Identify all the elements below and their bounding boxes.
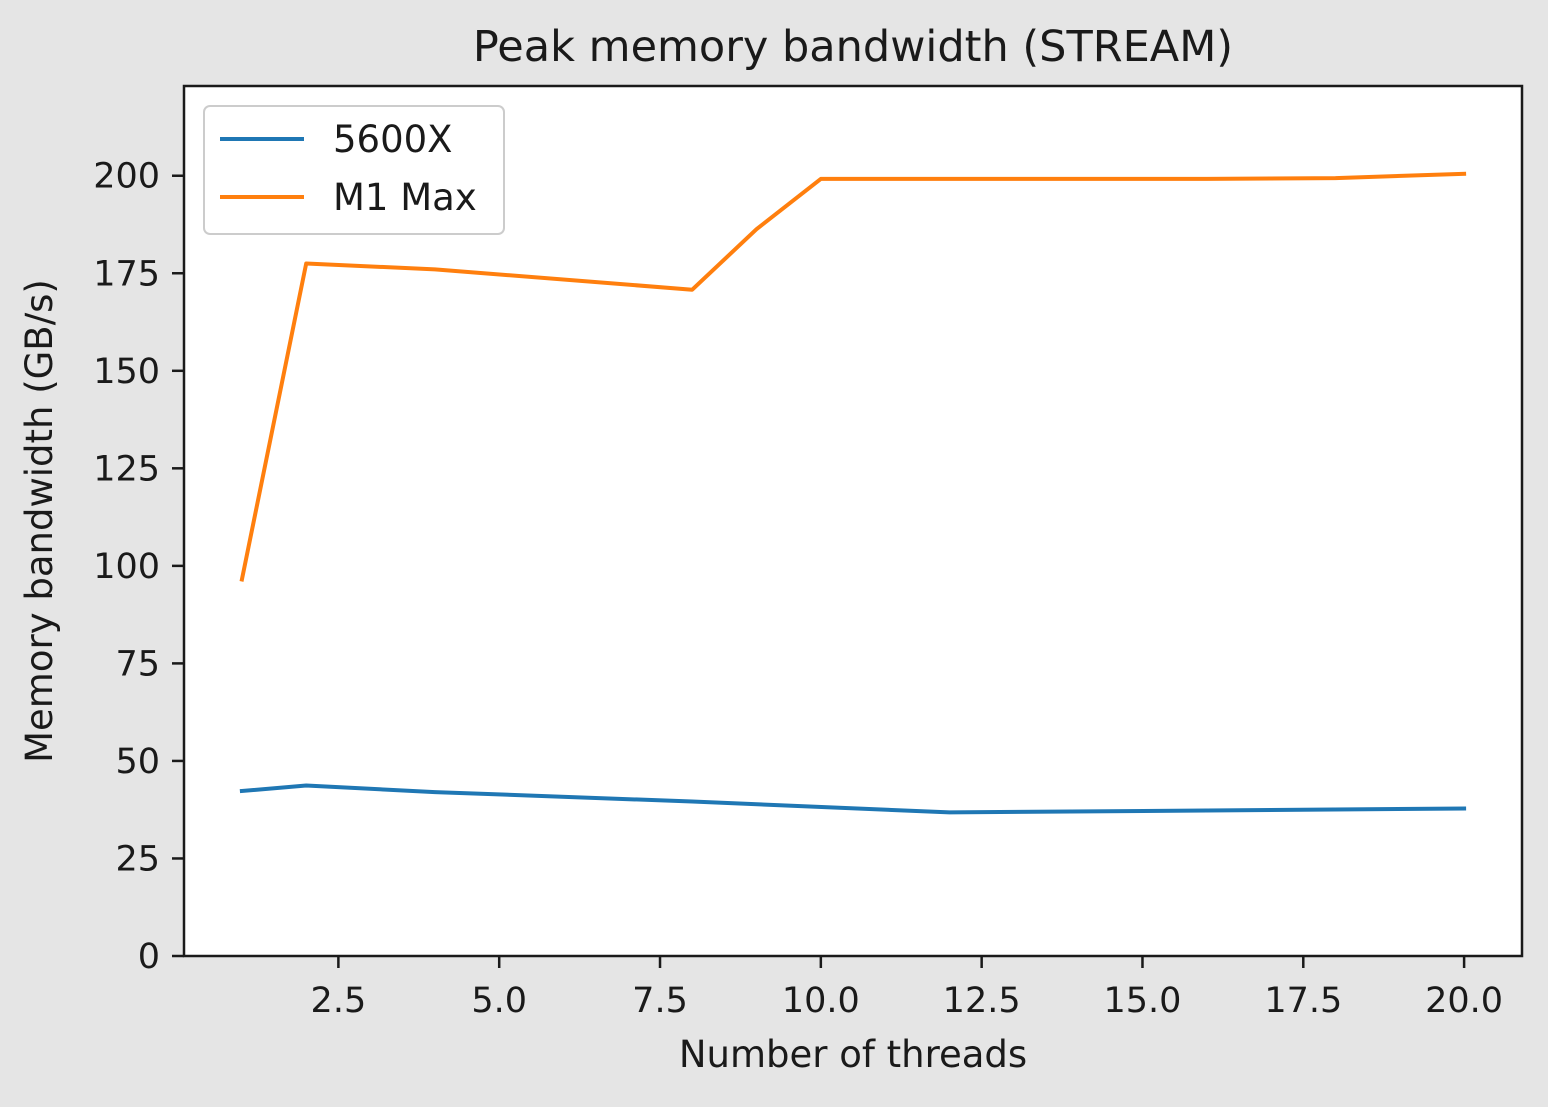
legend-label-5600x: 5600X [333,118,453,161]
y-tick-label: 200 [93,157,160,197]
y-tick-label: 75 [115,644,160,684]
y-tick-label: 25 [115,839,160,879]
y-tick-label: 0 [138,937,160,977]
x-tick-label: 2.5 [311,981,367,1021]
x-tick-label: 17.5 [1264,981,1342,1021]
y-tick-label: 125 [93,449,160,489]
x-axis-ticks: 2.5 5.0 7.5 10.0 12.5 15.0 17.5 20.0 [311,956,1504,1021]
y-axis-label: Memory bandwidth (GB/s) [18,279,61,763]
x-tick-label: 5.0 [471,981,527,1021]
legend: 5600X M1 Max [204,106,504,234]
y-tick-label: 50 [115,742,160,782]
x-tick-label: 15.0 [1104,981,1182,1021]
y-tick-label: 100 [93,547,160,587]
y-tick-label: 175 [93,254,160,294]
y-tick-label: 150 [93,352,160,392]
x-axis-label: Number of threads [679,1033,1027,1076]
chart-title: Peak memory bandwidth (STREAM) [473,22,1233,72]
x-tick-label: 10.0 [782,981,860,1021]
x-tick-label: 12.5 [943,981,1021,1021]
x-tick-label: 7.5 [632,981,688,1021]
y-axis-ticks: 0 25 50 75 100 125 150 175 200 [93,157,184,977]
legend-label-m1-max: M1 Max [333,176,477,219]
x-tick-label: 20.0 [1425,981,1503,1021]
